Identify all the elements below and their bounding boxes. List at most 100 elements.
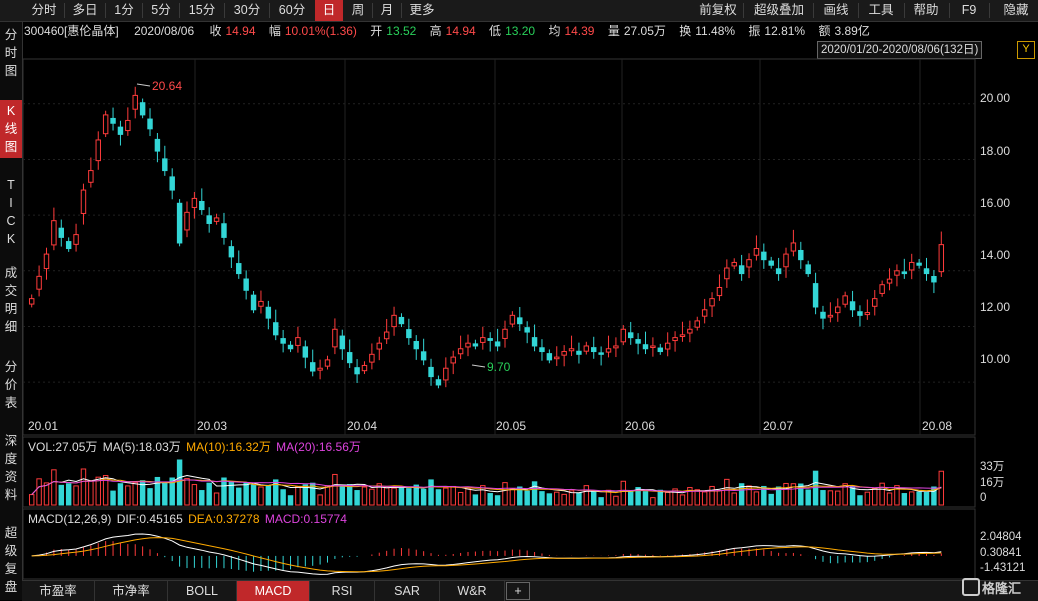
tab-monthly[interactable]: 月 xyxy=(380,3,394,17)
volume-bar xyxy=(576,492,582,506)
volume-bar xyxy=(236,487,242,506)
hide-button[interactable]: 隐藏 xyxy=(1003,3,1029,17)
volume-bar xyxy=(827,490,834,506)
date-tick: 20.07 xyxy=(763,419,793,433)
candle-body xyxy=(894,270,900,276)
volume-ma10-line xyxy=(31,478,942,495)
candle-body xyxy=(605,348,612,353)
candles xyxy=(28,86,945,389)
nav-depth-info[interactable]: 深度资料 xyxy=(4,434,18,502)
volume-pane-frame xyxy=(22,436,976,508)
candle-body xyxy=(864,312,871,316)
volume-bar xyxy=(664,491,671,506)
tab-sar[interactable]: SAR xyxy=(375,581,440,601)
candle-body xyxy=(576,350,582,355)
open-value: 13.52 xyxy=(386,24,417,38)
volume-bar xyxy=(184,478,190,506)
volume-bar xyxy=(346,484,353,506)
volume-bar xyxy=(221,477,227,506)
candle-body xyxy=(65,241,72,250)
nav-intraday-chart[interactable]: 分时图 xyxy=(4,28,18,78)
low-label: 低 xyxy=(489,24,502,38)
candle-body xyxy=(775,268,782,275)
candle-body xyxy=(169,176,175,191)
adjust-forward-button[interactable]: 前复权 xyxy=(699,3,737,17)
tab-5min[interactable]: 5分 xyxy=(151,3,171,17)
tools-button[interactable]: 工具 xyxy=(868,3,894,17)
turnover-value: 11.48% xyxy=(695,24,736,38)
indicator-lines xyxy=(31,474,942,575)
candle-body xyxy=(443,367,449,381)
volume-bar xyxy=(635,487,641,506)
candle-body xyxy=(620,328,627,343)
volume-bar xyxy=(835,490,841,506)
tab-30min[interactable]: 30分 xyxy=(233,3,261,17)
candle-body xyxy=(812,283,819,308)
volume-bar xyxy=(265,484,272,506)
tab-multi-day[interactable]: 多日 xyxy=(72,3,98,17)
candle-body xyxy=(923,268,930,275)
volume-bar xyxy=(339,485,346,506)
tab-rsi[interactable]: RSI xyxy=(310,581,375,601)
tab-macd[interactable]: MACD xyxy=(237,581,310,601)
candle-body xyxy=(583,345,590,352)
candle-body xyxy=(236,263,242,275)
add-indicator-icon[interactable]: + xyxy=(506,582,530,600)
volume-bar xyxy=(546,493,553,506)
f9-button[interactable]: F9 xyxy=(961,3,977,17)
tab-weekly[interactable]: 周 xyxy=(351,3,365,17)
candle-body xyxy=(938,244,945,273)
amount-value: 3.89亿 xyxy=(834,24,870,38)
tab-more[interactable]: 更多 xyxy=(409,3,435,17)
volume-bar xyxy=(872,488,878,506)
help-button[interactable]: 帮助 xyxy=(913,3,939,17)
candle-body xyxy=(302,346,309,358)
toolbar-divider xyxy=(743,3,744,18)
y-axis-toggle-button[interactable]: Y xyxy=(1017,41,1035,59)
draw-line-button[interactable]: 画线 xyxy=(823,3,849,17)
candle-body xyxy=(435,379,442,386)
candle-body xyxy=(213,217,220,222)
toolbar-divider xyxy=(858,3,859,18)
tab-1min[interactable]: 1分 xyxy=(114,3,134,17)
nav-price-table[interactable]: 分价表 xyxy=(4,360,18,410)
tab-daily[interactable]: 日 xyxy=(315,0,343,21)
tab-60min[interactable]: 60分 xyxy=(278,3,306,17)
candle-body xyxy=(701,309,708,317)
volume-bar xyxy=(213,492,220,506)
tab-intraday[interactable]: 分时 xyxy=(31,3,57,17)
candle-body xyxy=(80,189,87,214)
tab-boll[interactable]: BOLL xyxy=(168,581,237,601)
quote-info-bar: 300460[惠伦晶体] 2020/08/06 收 14.94 幅 10.01%(1… xyxy=(24,22,874,40)
tab-pb-ratio[interactable]: 市净率 xyxy=(95,581,168,601)
candle-body xyxy=(627,332,634,339)
candle-body xyxy=(383,331,390,340)
high-label: 高 xyxy=(429,24,442,38)
nav-trade-detail[interactable]: 成交明细 xyxy=(4,266,18,334)
volume-bar xyxy=(435,489,442,506)
tab-15min[interactable]: 15分 xyxy=(188,3,216,17)
super-overlay-button[interactable]: 超级叠加 xyxy=(753,3,804,17)
candle-body xyxy=(591,347,597,353)
date-range-label[interactable]: 2020/01/20-2020/08/06(132日) xyxy=(817,41,983,59)
volume-bar xyxy=(65,483,72,506)
volume-bar xyxy=(88,480,94,506)
candle-body xyxy=(191,197,198,208)
tab-wr[interactable]: W&R xyxy=(440,581,505,601)
candle-body xyxy=(88,170,94,183)
volume-bar xyxy=(443,487,449,506)
candle-body xyxy=(879,284,885,294)
candle-body xyxy=(95,139,101,162)
volume-bar xyxy=(43,482,50,506)
volume-bar xyxy=(102,475,109,506)
nav-super-review[interactable]: 超级复盘 xyxy=(4,526,18,594)
volume-bar xyxy=(480,485,486,506)
volume-value: 27.05万 xyxy=(623,24,666,38)
tab-pe-ratio[interactable]: 市盈率 xyxy=(22,581,95,601)
volume-bar xyxy=(472,494,479,506)
candle-body xyxy=(376,342,382,350)
